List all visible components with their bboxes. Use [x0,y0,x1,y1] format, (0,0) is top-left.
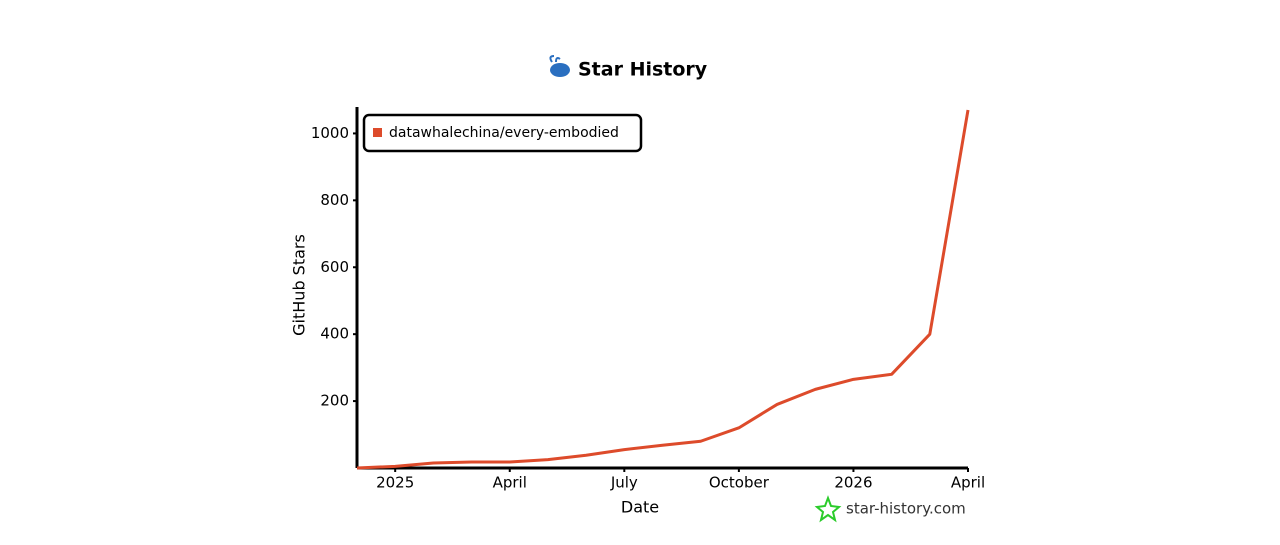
x-axis-label: Date [621,498,659,517]
y-tick-label: 1000 [311,124,349,142]
watermark-icon [814,495,842,523]
y-tick-label: 600 [320,258,349,276]
watermark: star-history.com [846,500,966,518]
legend-swatch [373,128,382,137]
x-tick-label: July [610,474,638,492]
y-tick-label: 400 [320,325,349,343]
x-tick-label: April [493,474,527,492]
legend-label: datawhalechina/every-embodied [389,125,619,141]
x-tick-label: April [951,474,985,492]
y-tick-label: 200 [320,392,349,410]
x-tick-label: 2026 [834,474,872,492]
x-tick-label: 2025 [376,474,414,492]
logo-icon [549,55,570,77]
chart-title: Star History [578,59,708,81]
legend-box [362,113,643,153]
y-axis-label: GitHub Stars [290,234,309,336]
x-tick-label: October [709,474,770,492]
series-line [356,109,970,470]
y-tick-label: 800 [320,191,349,209]
